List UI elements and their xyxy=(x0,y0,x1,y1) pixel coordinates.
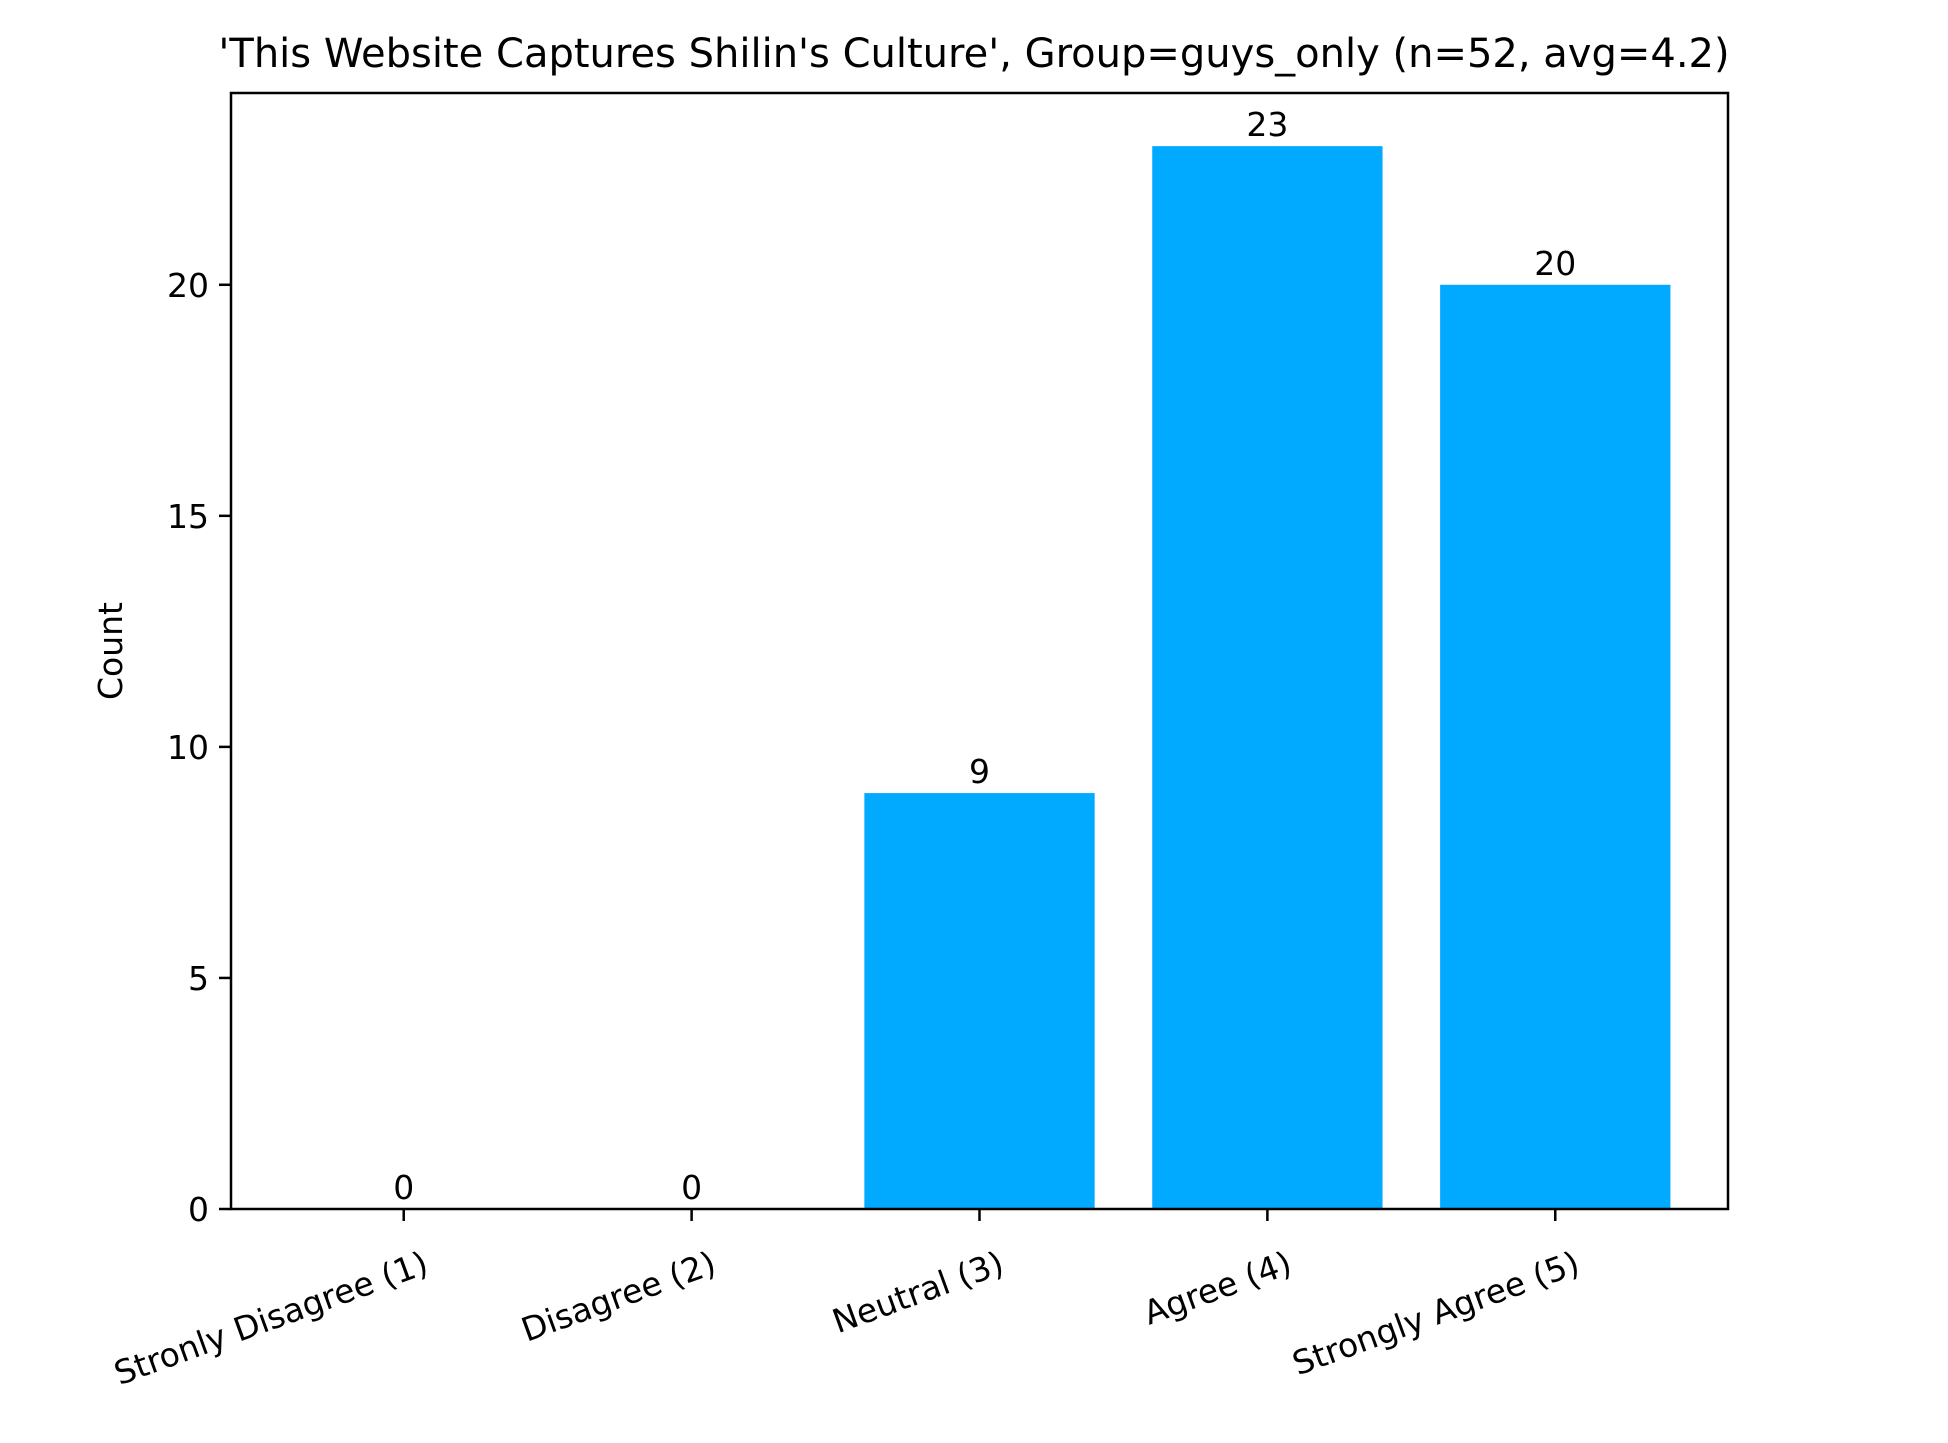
bar-labels-layer: 0 0 9 23 20 xyxy=(393,105,1576,1207)
y-tick-label-10: 10 xyxy=(167,728,209,767)
x-tick-label-4: Agree (4) xyxy=(1138,1243,1296,1332)
x-axis: Stronly Disagree (1) Disagree (2) Neutral … xyxy=(109,1209,1584,1393)
bar-3 xyxy=(864,793,1095,1209)
bar-value-label-3: 9 xyxy=(969,752,990,791)
bar-value-label-1: 0 xyxy=(393,1168,414,1207)
bar-value-label-2: 0 xyxy=(681,1168,702,1207)
y-tick-label-0: 0 xyxy=(188,1190,209,1229)
y-tick-label-20: 20 xyxy=(167,266,209,305)
x-tick-label-2: Disagree (2) xyxy=(516,1243,721,1349)
x-tick-label-5: Strongly Agree (5) xyxy=(1287,1243,1584,1383)
y-axis-label: Count xyxy=(91,602,130,700)
bar-5 xyxy=(1440,284,1671,1210)
y-axis: 0 5 10 15 20 xyxy=(167,266,231,1229)
x-tick-label-3: Neutral (3) xyxy=(827,1243,1009,1341)
x-tick-label-1: Stronly Disagree (1) xyxy=(109,1243,433,1393)
bar-value-label-5: 20 xyxy=(1534,244,1576,283)
bar-value-label-4: 23 xyxy=(1246,105,1288,144)
bar-4 xyxy=(1152,146,1383,1210)
y-tick-label-5: 5 xyxy=(188,959,209,998)
bars-layer xyxy=(864,146,1671,1210)
y-tick-label-15: 15 xyxy=(167,497,209,536)
chart-title: 'This Website Captures Shilin's Culture'… xyxy=(218,31,1729,77)
